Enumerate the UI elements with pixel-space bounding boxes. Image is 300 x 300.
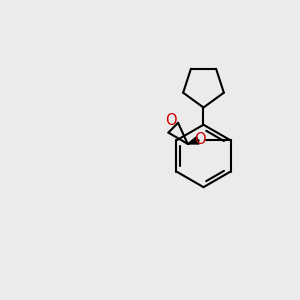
Text: O: O [165,113,176,128]
Polygon shape [188,137,199,144]
Text: O: O [194,132,206,147]
